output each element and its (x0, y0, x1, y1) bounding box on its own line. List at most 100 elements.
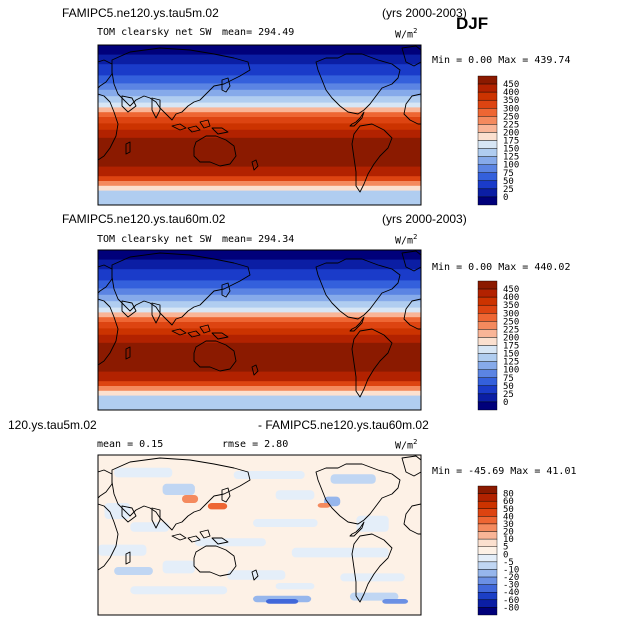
colorbar-cell (477, 124, 498, 133)
colorbar-tick-label: 0 (503, 550, 508, 560)
panel1-minmax: Min = 0.00 Max = 439.74 (432, 55, 571, 66)
zonal-band (98, 334, 421, 344)
colorbar-tick-label: 300 (503, 309, 519, 319)
colorbar-cell (477, 485, 498, 494)
colorbar-tick-label: 20 (503, 528, 514, 538)
colorbar-tick-label: 175 (503, 342, 519, 352)
colorbar-cell (477, 345, 498, 354)
zonal-band (98, 176, 421, 182)
colorbar-cell (477, 83, 498, 93)
zonal-band (98, 137, 421, 168)
colorbar-tick-label: 175 (503, 137, 519, 147)
season-label: DJF (456, 14, 489, 33)
map-field-1 (98, 45, 421, 205)
colorbar-tick-label: -5 (503, 558, 514, 568)
colorbar-cell (477, 361, 498, 370)
diff-patch (356, 515, 389, 532)
colorbar-cell (477, 393, 498, 403)
colorbar-tick-label: 100 (503, 366, 519, 376)
colorbar-tick-label: 75 (503, 374, 514, 384)
colorbar-tick-label: 400 (503, 293, 519, 303)
panel2-mean: mean= 294.34 (222, 234, 295, 245)
panel1-variable: TOM clearsky net SW (97, 27, 212, 38)
colorbar-cell (477, 196, 498, 206)
colorbar-cell (477, 554, 498, 563)
diff-patch (317, 503, 331, 508)
colorbar-cell (477, 516, 498, 525)
diff-patch (130, 586, 228, 595)
colorbar-cell (477, 280, 498, 290)
zonal-band (98, 280, 421, 289)
zonal-band (98, 269, 421, 281)
colorbar-tick-label: 200 (503, 333, 519, 343)
colorbar-cell (477, 353, 498, 362)
panel2-minmax: Min = 0.00 Max = 440.02 (432, 262, 571, 273)
colorbar-cell (477, 385, 498, 395)
colorbar-tick-label: 350 (503, 301, 519, 311)
colorbar-tick-label: 30 (503, 520, 514, 530)
colorbar-cell (477, 172, 498, 182)
diff-patch (275, 583, 315, 590)
colorbar-cell (477, 91, 498, 101)
colorbar-cell (477, 288, 498, 298)
zonal-band (98, 381, 421, 387)
zonal-band (98, 89, 421, 97)
zonal-band (98, 129, 421, 139)
zonal-band (98, 64, 421, 76)
zonal-band (98, 117, 421, 124)
colorbar-cell (477, 401, 498, 411)
colorbar-cell (477, 329, 498, 338)
diff-patch (233, 471, 305, 479)
map-field-3 (98, 455, 421, 615)
diff-patch (291, 547, 389, 558)
map-frame (97, 249, 422, 411)
colorbar-tick-label: 450 (503, 80, 519, 90)
zonal-band (98, 395, 421, 401)
colorbar-cell (477, 500, 498, 509)
zonal-band (98, 371, 421, 382)
diff-patch (104, 503, 131, 519)
colorbar-tick-label: 125 (503, 153, 519, 163)
panel3-units: W/m2 (395, 438, 417, 451)
panel1-case-left: FAMIPC5.ne120.ys.tau5m.02 (62, 6, 219, 20)
colorbar-tick-label: 50 (503, 382, 514, 392)
colorbar-tick-label: 225 (503, 120, 519, 130)
colorbar-tick-label: 25 (503, 185, 514, 195)
colorbar-cell (477, 321, 498, 330)
panel3-rmse: rmse = 2.80 (222, 439, 289, 450)
colorbar-cell (477, 607, 498, 616)
panel1-mean: mean= 294.49 (222, 27, 295, 38)
zonal-band (98, 312, 421, 318)
colorbar-cell (477, 140, 498, 149)
colorbar-tick-label: 400 (503, 88, 519, 98)
colorbar-tick-label: -80 (503, 603, 519, 613)
colorbar-tick-label: 5 (503, 543, 508, 553)
colorbar-cell (477, 188, 498, 198)
colorbar-cell (477, 313, 498, 322)
zonal-band (98, 250, 421, 261)
colorbar-tick-label: 10 (503, 535, 514, 545)
colorbar-tick-label: -40 (503, 588, 519, 598)
zonal-band (98, 123, 421, 131)
panel1-units: W/m2 (395, 27, 417, 40)
diff-patch (162, 560, 195, 574)
colorbar-cell (477, 75, 498, 85)
colorbar-tick-label: 250 (503, 317, 519, 327)
colorbar-cell (477, 148, 498, 157)
diff-patch (227, 570, 286, 580)
diff-patch (330, 474, 376, 484)
colorbar-cell (477, 99, 498, 109)
colorbar-tick-label: 50 (503, 505, 514, 515)
zonal-band (98, 342, 421, 373)
zonal-band (98, 185, 421, 192)
colorbar-cell (477, 180, 498, 190)
panel2-units-text: W/m (395, 235, 414, 247)
colorbar-tick-label: 300 (503, 104, 519, 114)
zonal-band (98, 181, 421, 187)
colorbar-tick-label: 0 (503, 193, 508, 203)
